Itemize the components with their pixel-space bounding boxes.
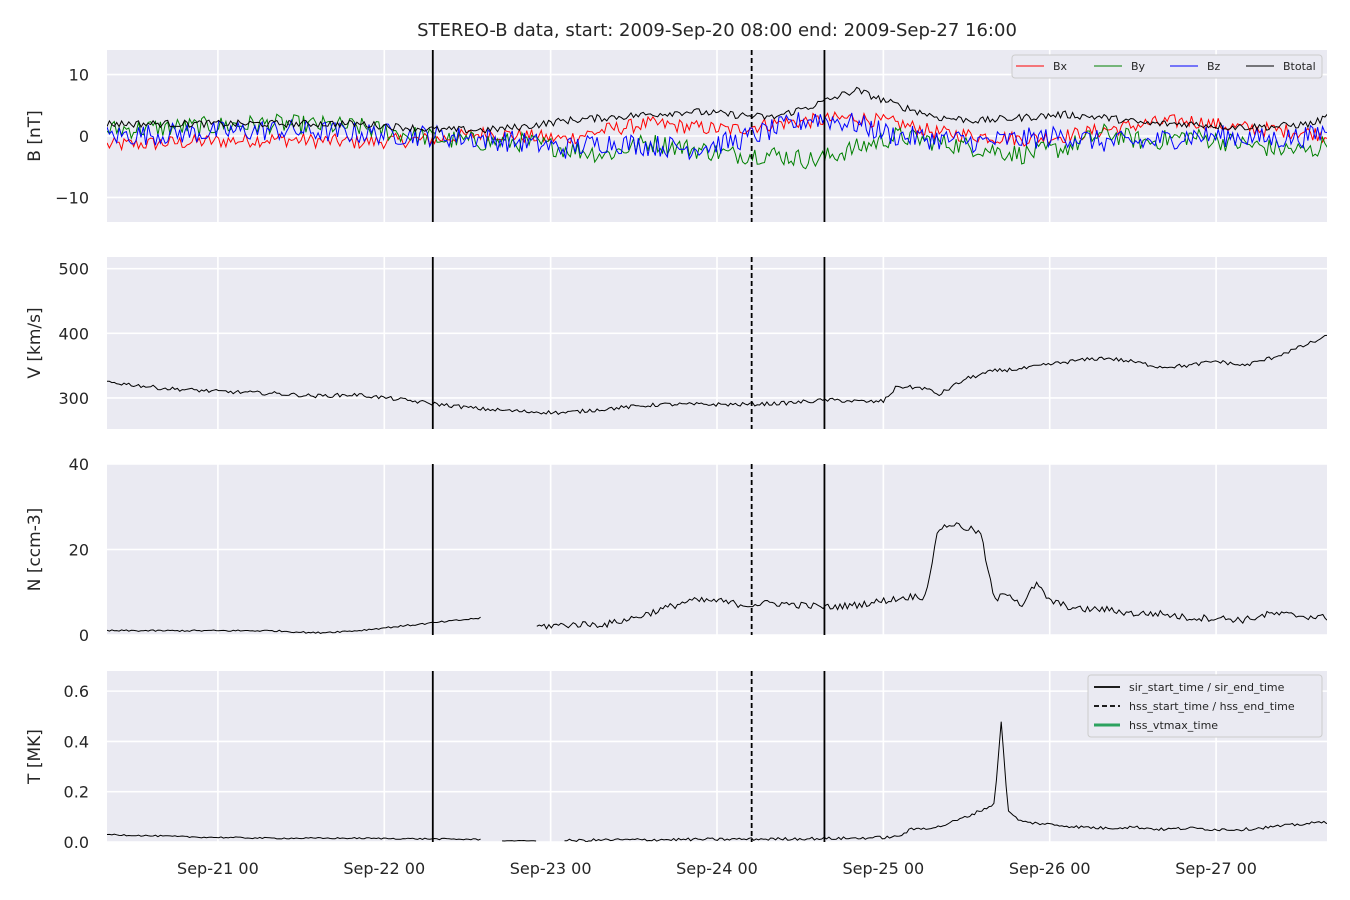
legend-label-Btotal: Btotal	[1283, 60, 1316, 73]
panel-V: 500 400 300 V [km/s]	[25, 257, 1327, 429]
ytick-label-B-1: 0	[79, 127, 89, 146]
series-Bx-0	[107, 110, 1327, 152]
xtick-label-1: Sep-22 00	[343, 859, 425, 878]
series-N-1	[536, 522, 1327, 630]
legend-box-T	[1087, 674, 1323, 738]
ytick-label-B-2: −10	[55, 188, 89, 207]
chart-title: STEREO-B data, start: 2009-Sep-20 08:00 …	[417, 20, 1017, 41]
legend-label-T-0: sir_start_time / sir_end_time	[1129, 681, 1285, 694]
ytick-label-B-0: 10	[69, 66, 89, 85]
panel-N: 40 20 0 N [ccm-3]	[25, 455, 1327, 645]
legend-B: Bx By Bz Btotal	[1011, 54, 1323, 79]
legend-label-T-2: hss_vtmax_time	[1129, 719, 1218, 732]
ylabel-V: V [km/s]	[25, 307, 45, 378]
ylabel-T: T [MK]	[25, 729, 45, 785]
series-Btotal-3	[107, 86, 1327, 134]
xtick-label-0: Sep-21 00	[177, 859, 259, 878]
xtick-label-3: Sep-24 00	[676, 859, 758, 878]
ytick-label-T-3: 0.0	[64, 833, 89, 852]
legend-label-Bz: Bz	[1207, 60, 1221, 73]
ytick-label-V-2: 300	[58, 389, 89, 408]
ytick-label-T-2: 0.2	[64, 783, 89, 802]
legend-label-Bx: Bx	[1053, 60, 1068, 73]
series-V-0	[107, 334, 1327, 415]
ytick-label-N-0: 40	[69, 455, 89, 474]
series-Bz-2	[107, 112, 1327, 161]
series-T-2	[564, 721, 1327, 842]
ytick-label-N-1: 20	[69, 541, 89, 560]
panel-B: 10 0 −10 B [nT] Bx By Bz Btotal	[25, 50, 1327, 222]
legend-T: sir_start_time / sir_end_time hss_start_t…	[1087, 674, 1323, 738]
xtick-label-4: Sep-25 00	[842, 859, 924, 878]
xtick-label-5: Sep-26 00	[1009, 859, 1091, 878]
legend-label-T-1: hss_start_time / hss_end_time	[1129, 700, 1295, 713]
xtick-label-6: Sep-27 00	[1175, 859, 1257, 878]
ytick-label-N-2: 0	[79, 626, 89, 645]
panel-T: 0.6 0.4 0.2 0.0 T [MK] sir_start_time / sir_e…	[25, 671, 1327, 878]
ytick-label-T-0: 0.6	[64, 682, 89, 701]
legend-label-By: By	[1131, 60, 1146, 73]
series-T-0	[107, 833, 481, 841]
series-T-1	[502, 839, 537, 842]
ytick-label-T-1: 0.4	[64, 732, 89, 751]
ylabel-N: N [ccm-3]	[25, 508, 45, 592]
ytick-label-V-0: 500	[58, 260, 89, 279]
xtick-label-2: Sep-23 00	[510, 859, 592, 878]
ylabel-B: B [nT]	[25, 110, 45, 162]
legend-box-B	[1011, 54, 1323, 79]
ytick-label-V-1: 400	[58, 324, 89, 343]
series-N-0	[107, 616, 481, 634]
